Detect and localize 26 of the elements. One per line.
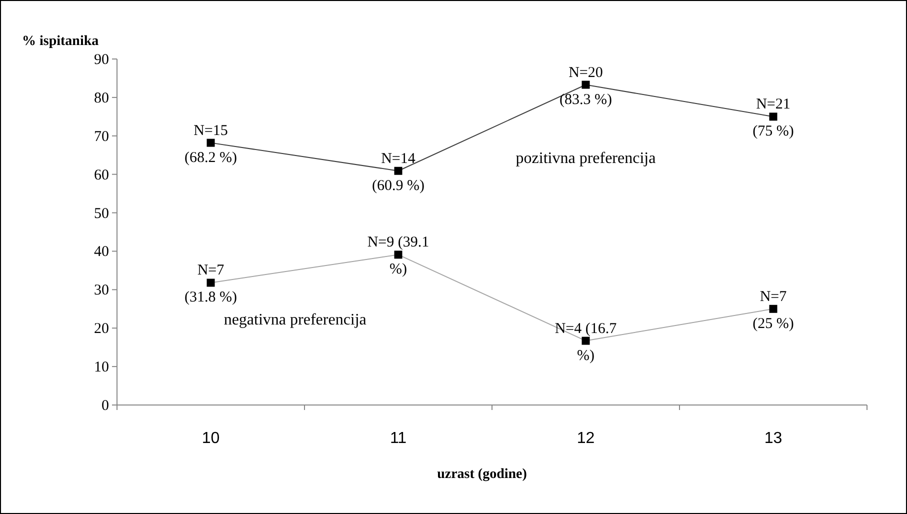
series-label: negativna preferencija <box>224 311 366 328</box>
x-axis-title: uzrast (godine) <box>437 467 528 482</box>
y-tick-label: 60 <box>94 167 109 184</box>
x-tick-label: 10 <box>202 430 220 447</box>
data-label: N=7 (25 %) <box>752 288 794 332</box>
data-label: N=21 (75 %) <box>752 96 794 140</box>
y-tick-label: 30 <box>94 282 109 299</box>
y-axis-title: % ispitanika <box>22 34 99 49</box>
x-tick-label: 13 <box>764 430 782 447</box>
data-label: N=14 (60.9 %) <box>372 150 424 194</box>
y-tick-label: 0 <box>102 398 109 414</box>
data-label: N=4 (16.7 %) <box>554 320 618 364</box>
data-label: N=9 (39.1 %) <box>367 234 430 278</box>
y-tick-label: 20 <box>94 321 109 338</box>
y-tick-label: 40 <box>94 244 109 260</box>
y-tick-label: 10 <box>94 360 109 376</box>
y-tick-label: 80 <box>94 90 109 106</box>
y-tick-label: 50 <box>94 206 109 222</box>
data-label: N=15 (68.2 %) <box>184 122 237 166</box>
data-label: N=20 (83.3 %) <box>560 64 612 108</box>
series-label: pozitivna preferencija <box>516 150 656 167</box>
y-tick-label: 90 <box>94 52 109 68</box>
data-label: N=7 (31.8 %) <box>184 262 237 306</box>
y-tick-label: 70 <box>94 128 109 145</box>
x-tick-label: 12 <box>576 430 595 447</box>
x-tick-label: 11 <box>390 430 407 447</box>
